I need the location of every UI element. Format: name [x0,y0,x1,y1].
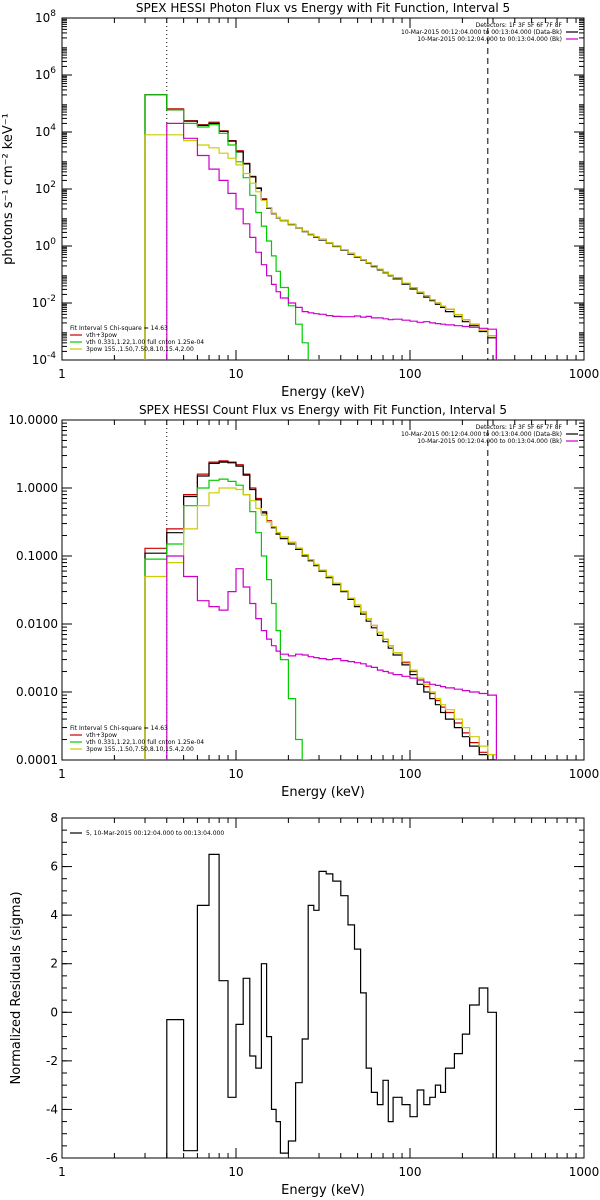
x-tick-label: 1000 [569,1165,600,1179]
y-tick-label: 2 [50,957,58,971]
y-tick-label: 0.0001 [16,753,58,767]
y-tick-base: 10 [32,296,47,310]
plot-frame [61,17,585,361]
fit-legend-line: Fit Interval 5 Chi-square = 14.63 [70,325,168,332]
info-line: Detectors: 1F 3F 5F 6F 7F 8F [476,424,563,431]
chart-title: SPEX HESSI Photon Flux vs Energy with Fi… [136,1,510,15]
y-tick-label: 10-2 [32,294,56,310]
y-tick-base: 10 [35,68,50,82]
y-tick-label: 0 [50,1005,58,1019]
y-tick-label: 0.0100 [16,617,58,631]
y-tick-base: 10 [35,125,50,139]
series-line-5 [166,122,497,360]
plot-area [144,18,497,360]
y-axis-label: Normalized Residuals (sigma) [9,891,24,1084]
series-line-3 [144,94,320,360]
plot-frame [61,817,585,1159]
chart-title: SPEX HESSI Count Flux vs Energy with Fit… [139,403,507,417]
chart-panel-3: 1 10 100 1000 Energy (keV) -6 -4 -2 0 2 4 6 8 Normali… [9,811,599,1198]
x-axis-label: Energy (keV) [281,785,365,800]
y-tick-label: 4 [50,908,58,922]
series-line-3 [144,478,310,760]
series-line-4 [144,487,497,760]
y-tick-base: 10 [35,239,50,253]
x-axis-label: Energy (keV) [281,385,365,400]
y-tick-exponent: 4 [50,123,56,133]
y-tick-exponent: -2 [47,294,56,304]
y-tick-label: 6 [50,860,58,874]
x-tick-label: 1 [58,1165,66,1179]
plot-frame [61,419,585,761]
series-line-2 [144,94,497,360]
y-tick-label: 10.0000 [8,413,58,427]
y-tick-base: 10 [32,353,47,367]
x-tick-label: 100 [399,767,422,781]
fit-legend-line: vth+3pow [86,332,117,339]
y-tick-label: 0.0010 [16,685,58,699]
series-line-1 [166,853,497,1158]
fit-legend-line: 3pow 155.,1.50,7.50,8.10,15.4,2.00 [86,746,194,753]
y-tick-label: -2 [46,1054,58,1068]
x-tick-label: 10 [228,367,243,381]
y-tick-base: 10 [35,182,50,196]
chart-panel-2: SPEX HESSI Count Flux vs Energy with Fit… [8,403,599,800]
y-tick-label: 0.1000 [16,549,58,563]
plot-area [144,420,497,760]
y-tick-label: -6 [46,1151,58,1165]
series-line-1 [144,94,497,360]
y-tick-label: 100 [35,237,56,253]
x-tick-label: 1000 [569,767,600,781]
y-tick-label: 104 [35,123,56,139]
y-tick-base: 10 [35,11,50,25]
y-tick-label: 1.0000 [16,481,58,495]
x-tick-label: 1 [58,367,66,381]
y-tick-label: 108 [35,9,56,25]
legend-text: 5, 10-Mar-2015 00:12:04.000 to 00:13:04.… [86,830,224,837]
series-line-4 [144,134,497,360]
y-tick-exponent: 2 [50,180,56,190]
x-tick-label: 10 [228,1165,243,1179]
plot-area [166,853,497,1158]
series-line-2 [144,461,497,760]
x-tick-label: 100 [399,367,422,381]
x-tick-label: 1000 [569,367,600,381]
info-line: 10-Mar-2015 00:12:04.000 to 00:13:04.000… [417,438,562,445]
y-axis-label: photons s⁻¹ cm⁻² keV⁻¹ [1,113,16,265]
fit-legend-line: vth 0.331,1.22,1.00 full cnton 1.25e-04 [86,339,204,346]
y-tick-label: 8 [50,811,58,825]
y-tick-exponent: 8 [50,9,56,19]
series-line-5 [166,555,497,760]
y-tick-label: -4 [46,1102,58,1116]
y-tick-label: 106 [35,66,56,82]
info-line: 10-Mar-2015 00:12:04.000 to 00:13:04.000… [401,431,562,438]
chart-panel-1: SPEX HESSI Photon Flux vs Energy with Fi… [1,1,599,400]
x-axis-label: Energy (keV) [281,1183,365,1198]
y-tick-label: 102 [35,180,56,196]
y-tick-label: 10-4 [32,351,57,367]
fit-legend-line: vth+3pow [86,732,117,739]
y-tick-exponent: 0 [50,237,56,247]
y-tick-exponent: -4 [47,351,56,361]
y-tick-exponent: 6 [50,66,56,76]
x-tick-label: 1 [58,767,66,781]
fit-legend-line: 3pow 155.,1.50,7.50,8.10,15.4,2.00 [86,346,194,353]
fit-legend-line: vth 0.331,1.22,1.00 full cnton 1.25e-04 [86,739,204,746]
x-tick-label: 100 [399,1165,422,1179]
info-line: 10-Mar-2015 00:12:04.000 to 00:13:04.000… [417,36,562,43]
info-line: 10-Mar-2015 00:12:04.000 to 00:13:04.000… [401,29,562,36]
x-tick-label: 10 [228,767,243,781]
info-line: Detectors: 1F 3F 5F 6F 7F 8F [476,22,563,29]
fit-legend-line: Fit Interval 5 Chi-square = 14.63 [70,725,168,732]
